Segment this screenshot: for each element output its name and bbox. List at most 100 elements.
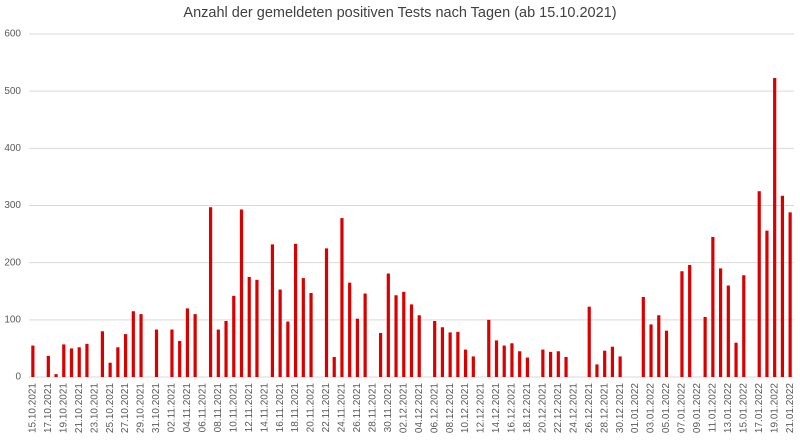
x-tick-label: 19.01.2022 [769, 383, 780, 433]
x-tick-label: 14.11.2021 [259, 383, 270, 433]
chart-title: Anzahl der gemeldeten positiven Tests na… [183, 5, 616, 21]
bar [394, 295, 398, 377]
x-tick-label: 28.11.2021 [368, 383, 379, 433]
bar [278, 289, 282, 377]
bar [680, 271, 684, 377]
x-tick-label: 20.12.2021 [538, 383, 549, 433]
x-tick-label: 12.12.2021 [476, 383, 487, 433]
y-tick-label: 600 [4, 29, 21, 40]
x-tick-label: 14.12.2021 [491, 383, 502, 433]
bar [618, 356, 622, 377]
x-tick-label: 15.01.2022 [738, 383, 749, 433]
x-tick-label: 10.11.2021 [228, 383, 239, 433]
x-tick-label: 13.01.2022 [723, 383, 734, 433]
bar [293, 243, 298, 377]
bar [123, 334, 128, 377]
bar [541, 349, 545, 377]
x-tick-label: 28.12.2021 [599, 383, 610, 433]
bar [363, 293, 367, 377]
bar [518, 351, 522, 377]
x-tick-label: 30.11.2021 [383, 383, 394, 433]
x-tick-label: 25.10.2021 [105, 383, 116, 433]
x-tick-label: 30.12.2021 [615, 383, 626, 433]
bar [610, 346, 615, 377]
bar [556, 351, 560, 377]
x-tick-label: 15.10.2021 [28, 383, 39, 433]
bar [62, 344, 66, 377]
y-tick-label: 0 [15, 372, 21, 383]
bar [193, 314, 197, 377]
bar [734, 342, 738, 377]
bar [31, 345, 35, 377]
bar [208, 207, 213, 377]
x-tick-label: 02.11.2021 [167, 383, 178, 433]
bar [780, 195, 785, 377]
bar [216, 329, 220, 377]
bar [54, 374, 58, 377]
x-tick-label: 08.12.2021 [445, 383, 456, 433]
bar [471, 356, 475, 377]
bar [348, 282, 352, 377]
bar [440, 327, 445, 377]
x-tick-label: 06.11.2021 [198, 383, 209, 433]
bar [324, 248, 329, 377]
x-tick-label: 19.10.2021 [58, 383, 69, 433]
bar [502, 345, 506, 377]
x-tick-label: 17.01.2022 [754, 383, 765, 433]
bar [332, 356, 336, 377]
bar [232, 295, 236, 377]
bar [548, 351, 553, 377]
x-tick-label: 29.10.2021 [136, 383, 147, 433]
bar [77, 347, 81, 377]
x-tick-label: 11.01.2022 [708, 383, 719, 433]
bar [711, 236, 715, 377]
bar [69, 348, 74, 377]
bar [657, 315, 661, 377]
x-tick-label: 21.01.2022 [785, 383, 796, 433]
bar [487, 319, 491, 377]
bar [448, 332, 452, 377]
x-tick-label: 23.10.2021 [89, 383, 100, 433]
x-tick-label: 06.12.2021 [429, 383, 440, 433]
bar [603, 350, 607, 377]
bar [726, 285, 730, 377]
bar [595, 364, 599, 377]
x-tick-label: 18.12.2021 [522, 383, 533, 433]
bar [641, 296, 645, 377]
bar [564, 356, 568, 377]
bar [664, 330, 669, 377]
bar [178, 340, 182, 377]
bar [718, 268, 723, 377]
bar [247, 276, 251, 377]
bar [649, 324, 653, 377]
bar [463, 349, 468, 377]
x-tick-label: 04.12.2021 [414, 383, 425, 433]
x-tick-label: 10.12.2021 [460, 383, 471, 433]
x-tick-label: 12.11.2021 [244, 383, 255, 433]
bar [301, 278, 305, 377]
x-tick-label: 31.10.2021 [151, 383, 162, 433]
x-tick-label: 26.11.2021 [352, 383, 363, 433]
bar [525, 357, 530, 377]
bar [85, 343, 89, 377]
bar [757, 191, 761, 377]
bar [255, 279, 259, 377]
y-tick-label: 300 [4, 200, 21, 211]
x-tick-label: 22.12.2021 [553, 383, 564, 433]
bar [224, 320, 228, 377]
bar [185, 308, 190, 377]
bar [788, 212, 792, 377]
bar [340, 218, 344, 377]
bar [131, 311, 135, 377]
bar [765, 230, 769, 377]
bar [773, 78, 777, 377]
bar [239, 209, 244, 377]
x-tick-label: 24.12.2021 [568, 383, 579, 433]
x-tick-label: 18.11.2021 [290, 383, 301, 433]
bar [494, 340, 499, 377]
x-tick-label: 05.01.2022 [661, 383, 672, 433]
bar [409, 304, 414, 377]
bar [688, 264, 692, 377]
